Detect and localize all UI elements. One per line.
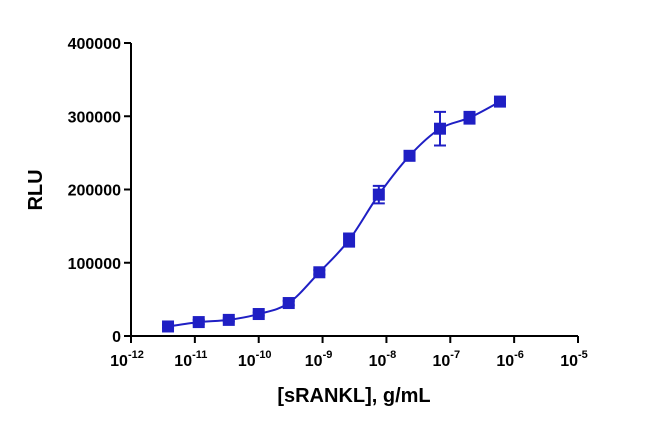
y-axis-title: RLU: [25, 169, 47, 210]
x-tick-label: 10-9: [305, 349, 333, 370]
x-tick-exponent: -10: [256, 349, 272, 361]
x-tick-label: 10-12: [110, 349, 144, 370]
x-tick-label: 10-5: [560, 349, 588, 370]
x-tick-exponent: -9: [323, 349, 333, 361]
x-tick-exponent: -12: [128, 349, 144, 361]
marker: [372, 188, 385, 201]
x-tick-base: 10: [238, 353, 256, 370]
x-tick-base: 10: [369, 353, 387, 370]
marker: [433, 122, 446, 135]
y-tick-label: 100000: [68, 256, 121, 273]
marker: [162, 320, 175, 333]
x-tick-base: 10: [305, 353, 323, 370]
y-tick-label: 300000: [68, 109, 121, 126]
x-tick-base: 10: [110, 353, 128, 370]
x-tick-exponent: -5: [578, 349, 588, 361]
x-tick-label: 10-7: [432, 349, 460, 370]
x-tick-label: 10-6: [496, 349, 524, 370]
x-tick-base: 10: [560, 353, 578, 370]
fit-curve: [167, 100, 501, 328]
x-tick-base: 10: [174, 353, 192, 370]
x-tick-label: 10-10: [238, 349, 272, 370]
marker: [282, 297, 295, 310]
marker: [493, 95, 506, 108]
x-tick-exponent: -8: [386, 349, 396, 361]
x-tick-exponent: -6: [514, 349, 524, 361]
x-tick-exponent: -11: [192, 349, 207, 361]
marker: [403, 149, 416, 162]
marker: [313, 266, 326, 279]
marker: [192, 316, 205, 329]
x-tick-base: 10: [496, 353, 514, 370]
y-tick-label: 200000: [68, 183, 121, 200]
x-axis-title: [sRANKL], g/mL: [277, 385, 430, 407]
x-tick-label: 10-11: [174, 349, 207, 370]
x-tick-exponent: -7: [450, 349, 460, 361]
x-tick-label: 10-8: [369, 349, 397, 370]
marker: [463, 111, 476, 124]
y-tick-label: 0: [112, 329, 121, 346]
marker: [252, 308, 265, 321]
x-tick-base: 10: [432, 353, 450, 370]
marker: [222, 313, 235, 326]
y-tick-label: 400000: [68, 36, 121, 53]
marker: [343, 234, 356, 247]
